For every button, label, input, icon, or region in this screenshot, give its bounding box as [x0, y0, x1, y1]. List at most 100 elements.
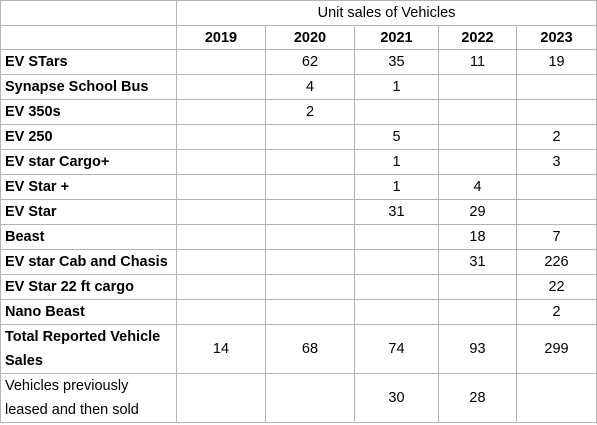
value-cell	[176, 199, 266, 225]
value-cell	[438, 274, 517, 300]
year-header: 2021	[354, 25, 439, 50]
value-cell: 1	[354, 174, 439, 200]
value-cell	[265, 149, 355, 175]
row-label: Beast	[0, 224, 177, 250]
value-cell: 19	[515, 49, 597, 75]
row-label: EV star Cargo+	[0, 149, 177, 175]
corner-cell	[0, 0, 177, 26]
table-row: EV Star 22 ft cargo 22	[0, 274, 597, 300]
total-row: Total Reported Vehicle Sales 14 68 74 93 299	[0, 324, 597, 374]
value-cell	[176, 124, 266, 150]
table-title: Unit sales of Vehicles	[175, 0, 597, 26]
value-cell	[176, 274, 266, 300]
value-cell: 93	[438, 324, 517, 374]
year-header: 2019	[176, 25, 266, 50]
value-cell: 62	[265, 49, 355, 75]
value-cell	[515, 373, 597, 423]
value-cell	[515, 199, 597, 225]
row-label: EV 350s	[0, 99, 177, 125]
value-cell: 7	[515, 224, 597, 250]
value-cell	[515, 74, 597, 100]
row-label: Vehicles previously leased and then sold	[0, 373, 177, 423]
value-cell	[176, 99, 266, 125]
value-cell	[438, 74, 517, 100]
value-cell	[515, 174, 597, 200]
value-cell	[354, 299, 439, 325]
value-cell	[438, 124, 517, 150]
table-row: EV star Cargo+ 1 3	[0, 149, 597, 175]
value-cell	[438, 149, 517, 175]
value-cell: 18	[438, 224, 517, 250]
table-row: EV 350s 2	[0, 99, 597, 125]
row-label: Nano Beast	[0, 299, 177, 325]
value-cell	[265, 224, 355, 250]
value-cell: 31	[354, 199, 439, 225]
value-cell	[354, 224, 439, 250]
value-cell	[176, 299, 266, 325]
value-cell: 226	[515, 249, 597, 275]
title-row: Unit sales of Vehicles	[0, 0, 597, 26]
value-cell: 29	[438, 199, 517, 225]
value-cell	[265, 249, 355, 275]
table-row: EV STars 62 35 11 19	[0, 49, 597, 75]
value-cell	[176, 224, 266, 250]
table-row: Beast 18 7	[0, 224, 597, 250]
value-cell	[265, 299, 355, 325]
year-header-row: 2019 2020 2021 2022 2023	[0, 25, 597, 50]
value-cell: 1	[354, 149, 439, 175]
year-header: 2020	[265, 25, 355, 50]
value-cell	[176, 174, 266, 200]
row-label: Total Reported Vehicle Sales	[0, 324, 177, 374]
value-cell: 35	[354, 49, 439, 75]
value-cell: 31	[438, 249, 517, 275]
table-row: Nano Beast 2	[0, 299, 597, 325]
row-label: EV Star 22 ft cargo	[0, 274, 177, 300]
value-cell: 3	[515, 149, 597, 175]
value-cell: 22	[515, 274, 597, 300]
row-label: EV Star	[0, 199, 177, 225]
row-label: EV STars	[0, 49, 177, 75]
value-cell	[515, 99, 597, 125]
row-label: Synapse School Bus	[0, 74, 177, 100]
table-row: EV 250 5 2	[0, 124, 597, 150]
row-label: EV 250	[0, 124, 177, 150]
value-cell	[176, 49, 266, 75]
value-cell	[265, 174, 355, 200]
year-header: 2022	[438, 25, 517, 50]
year-header: 2023	[515, 25, 597, 50]
row-label: EV Star +	[0, 174, 177, 200]
table-row: EV Star + 1 4	[0, 174, 597, 200]
row-label: EV star Cab and Chasis	[0, 249, 177, 275]
value-cell	[438, 299, 517, 325]
table-row: EV star Cab and Chasis 31 226	[0, 249, 597, 275]
value-cell	[176, 373, 266, 423]
value-cell	[176, 74, 266, 100]
table-row: EV Star 31 29	[0, 199, 597, 225]
value-cell	[265, 199, 355, 225]
value-cell: 30	[354, 373, 439, 423]
value-cell	[176, 249, 266, 275]
value-cell: 2	[265, 99, 355, 125]
value-cell	[354, 99, 439, 125]
value-cell	[354, 274, 439, 300]
value-cell: 5	[354, 124, 439, 150]
value-cell: 4	[438, 174, 517, 200]
value-cell	[265, 124, 355, 150]
value-cell: 4	[265, 74, 355, 100]
leased-row: Vehicles previously leased and then sold…	[0, 373, 597, 423]
value-cell: 2	[515, 124, 597, 150]
value-cell	[265, 274, 355, 300]
value-cell: 14	[176, 324, 266, 374]
value-cell: 28	[438, 373, 517, 423]
header-label-cell	[0, 25, 177, 50]
value-cell: 68	[265, 324, 355, 374]
value-cell	[176, 149, 266, 175]
value-cell: 1	[354, 74, 439, 100]
value-cell: 74	[354, 324, 439, 374]
value-cell: 299	[515, 324, 597, 374]
table-row: Synapse School Bus 4 1	[0, 74, 597, 100]
value-cell	[354, 249, 439, 275]
value-cell	[438, 99, 517, 125]
value-cell	[265, 373, 355, 423]
